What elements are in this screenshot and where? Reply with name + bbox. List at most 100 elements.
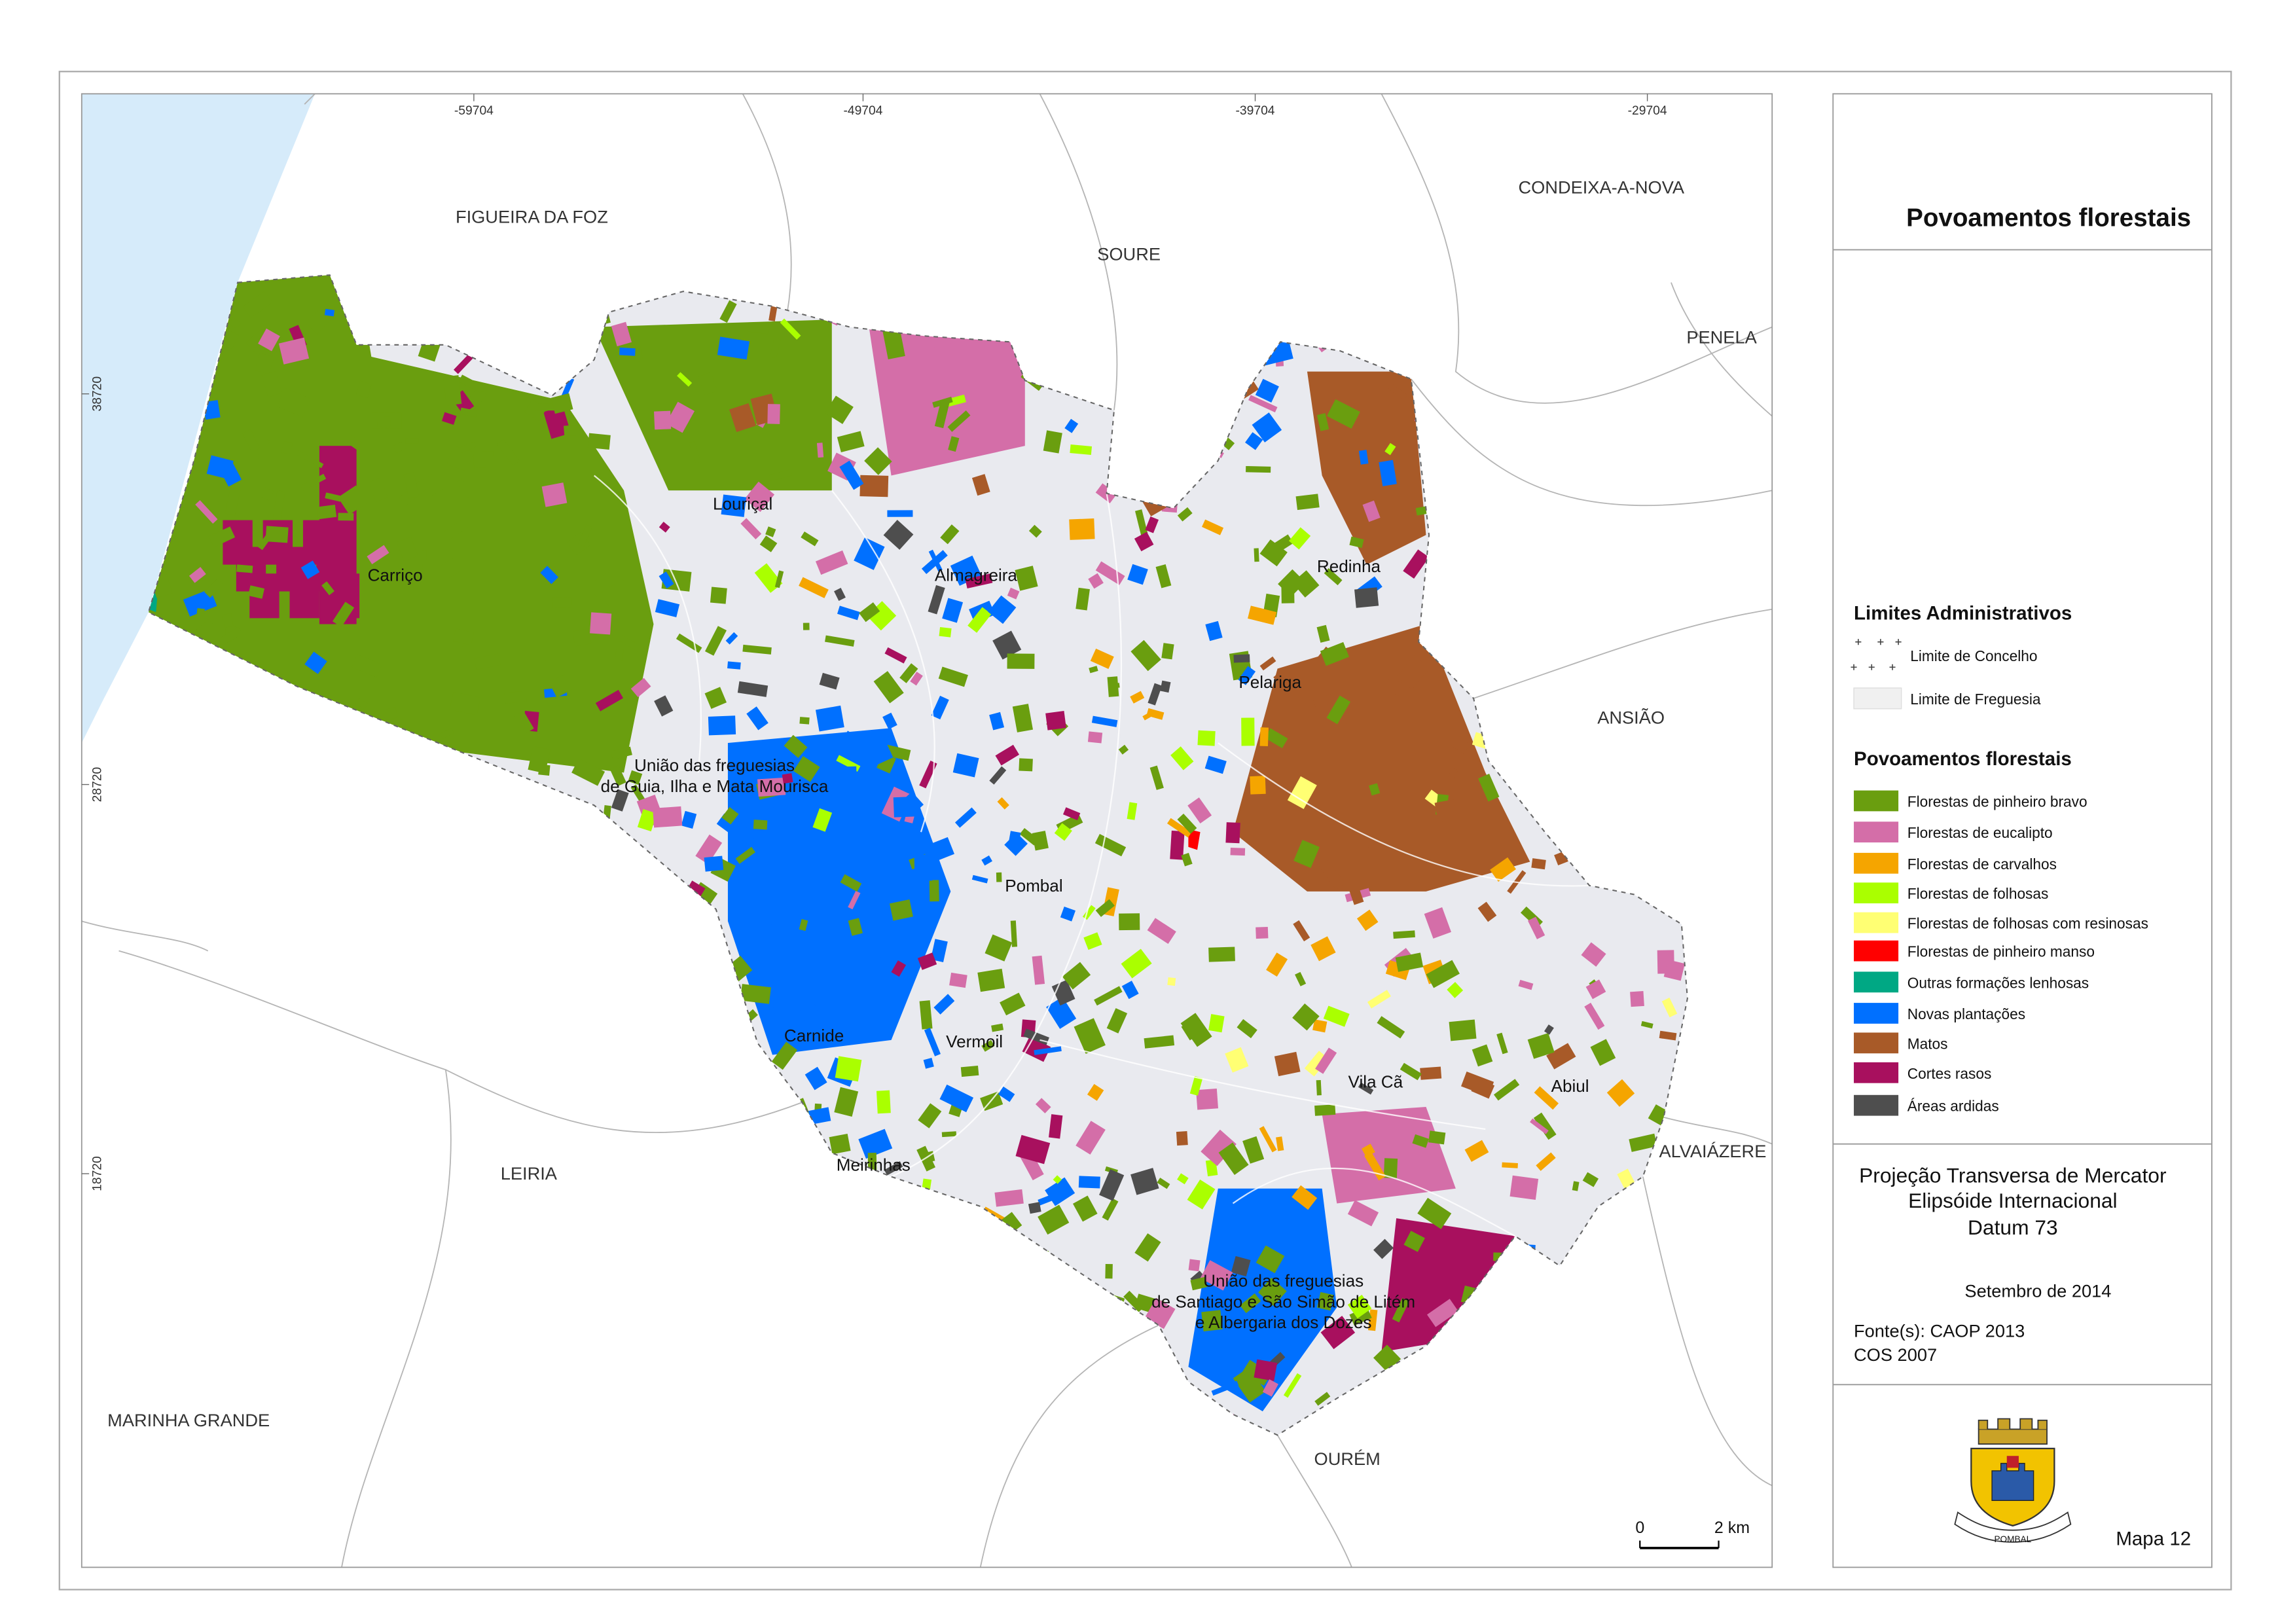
land-patch xyxy=(1248,605,1277,625)
land-patch xyxy=(725,632,738,645)
land-patch xyxy=(195,500,218,524)
land-patch xyxy=(884,1161,903,1176)
land-patch xyxy=(947,394,966,407)
legend-items: Florestas de pinheiro bravo Florestas de … xyxy=(1854,790,2148,1116)
land-patch xyxy=(1316,413,1329,431)
land-patch xyxy=(729,403,756,433)
land-patch xyxy=(834,587,846,601)
land-patch xyxy=(1035,1098,1051,1113)
land-patch xyxy=(332,602,355,628)
land-patch xyxy=(1130,691,1145,704)
land-patch xyxy=(715,446,736,466)
land-patch xyxy=(1121,948,1152,979)
land-patch xyxy=(380,515,403,539)
land-patch xyxy=(839,460,864,490)
land-patch xyxy=(1045,710,1066,731)
land-patch xyxy=(882,712,897,730)
land-patch xyxy=(281,441,293,455)
land-patch xyxy=(338,513,354,521)
land-patch xyxy=(803,623,810,630)
land-patch xyxy=(225,487,241,516)
land-patch xyxy=(377,416,391,428)
land-patch xyxy=(242,429,260,452)
land-patch xyxy=(965,573,993,589)
land-patch xyxy=(1190,1276,1208,1291)
land-patch xyxy=(1252,412,1282,442)
land-patch xyxy=(997,797,1009,810)
land-patch xyxy=(815,550,848,575)
land-patch xyxy=(829,766,857,774)
land-patch xyxy=(917,952,937,970)
land-patch xyxy=(630,677,651,698)
land-patch xyxy=(774,570,784,588)
land-patch xyxy=(1373,1238,1394,1259)
land-patch xyxy=(1362,500,1381,522)
land-patch xyxy=(1204,755,1227,774)
land-patch xyxy=(1518,979,1534,990)
land-patch xyxy=(637,809,657,832)
land-patch xyxy=(1315,1047,1337,1074)
land-patch xyxy=(1087,1083,1104,1101)
land-patch xyxy=(248,585,264,599)
land-patch xyxy=(1292,1185,1318,1210)
legend-label: Novas plantações xyxy=(1907,1005,2025,1022)
land-patch xyxy=(1527,916,1545,939)
land-patch xyxy=(420,473,443,497)
land-patch xyxy=(947,410,971,432)
land-patch xyxy=(1490,857,1516,882)
land-patch xyxy=(300,560,320,579)
land-patch xyxy=(1354,587,1379,608)
land-patch xyxy=(1091,715,1118,727)
land-patch xyxy=(1320,1316,1356,1350)
land-patch xyxy=(1134,509,1148,535)
legend-label: Florestas de carvalhos xyxy=(1907,856,2057,873)
legend-label: Florestas de folhosas com resinosas xyxy=(1907,915,2148,932)
land-patch xyxy=(1392,1297,1409,1323)
land-patch xyxy=(994,1189,1024,1207)
land-patch xyxy=(1049,1114,1063,1139)
land-patch xyxy=(460,407,478,418)
legend-swatch xyxy=(1854,1003,1899,1024)
land-patch xyxy=(1590,1039,1616,1066)
legend-label: Florestas de eucalipto xyxy=(1907,824,2053,841)
land-patch xyxy=(218,627,243,646)
parish-label: Pombal xyxy=(1005,876,1062,895)
land-patch xyxy=(1189,1075,1203,1096)
scale-bar: 0 2 km xyxy=(1635,1519,1750,1549)
land-patch xyxy=(765,1005,779,1035)
land-patch xyxy=(236,564,253,573)
land-patch xyxy=(742,644,772,655)
land-patch xyxy=(393,441,407,454)
land-patch xyxy=(611,789,629,812)
land-patch xyxy=(864,447,892,475)
land-patch xyxy=(1089,666,1098,674)
land-patch xyxy=(473,450,495,469)
land-patch xyxy=(1393,930,1415,939)
land-patch xyxy=(825,395,854,424)
land-patch xyxy=(1640,1020,1653,1029)
land-patch xyxy=(1496,1032,1508,1055)
land-patch xyxy=(1177,1173,1189,1185)
land-patch xyxy=(1347,1294,1372,1319)
land-patch xyxy=(1075,1121,1106,1155)
land-patch xyxy=(1180,1013,1212,1047)
land-patch xyxy=(1161,643,1174,660)
land-patch xyxy=(1323,1005,1350,1027)
legend-label: Cortes rasos xyxy=(1907,1065,1992,1082)
land-patch xyxy=(355,698,368,710)
land-patch xyxy=(355,380,372,398)
legend-label: Limite de Concelho xyxy=(1910,647,2037,664)
land-patch xyxy=(255,353,274,374)
land-patch xyxy=(1231,1255,1251,1277)
land-patch xyxy=(1427,1299,1458,1327)
land-patch xyxy=(1318,859,1345,890)
land-patch xyxy=(835,1056,862,1082)
land-patch xyxy=(1119,913,1140,931)
land-patch xyxy=(403,472,420,499)
land-patch xyxy=(1157,1178,1170,1189)
land-patch xyxy=(919,761,937,789)
land-patch xyxy=(1170,746,1194,770)
land-patch xyxy=(766,909,789,930)
land-patch xyxy=(1127,564,1148,585)
land-patch xyxy=(1349,536,1364,549)
